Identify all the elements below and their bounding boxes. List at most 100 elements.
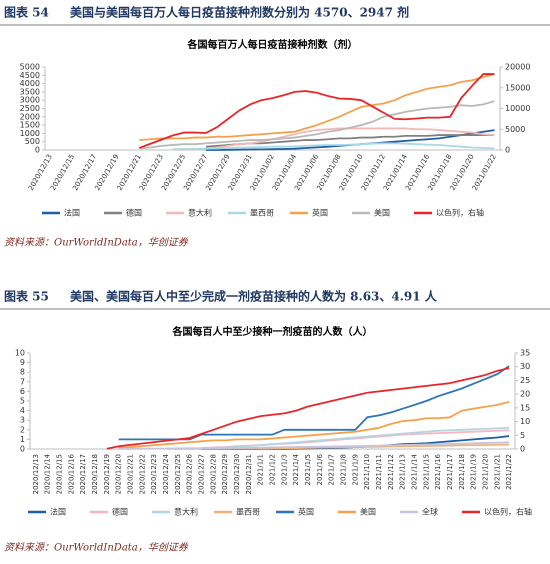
legend-label: 法国 xyxy=(50,507,66,517)
legend-label: 美国 xyxy=(360,507,376,517)
x-tick-label: 2021/1/18 xyxy=(458,454,466,490)
y-tick-label: 10 xyxy=(15,349,25,358)
y-tick-label: 0 xyxy=(35,146,40,155)
y2-tick-label: 20000 xyxy=(505,63,530,72)
series-line xyxy=(118,441,510,450)
legend-label: 英国 xyxy=(298,507,314,517)
y-tick-label: 4500 xyxy=(20,71,40,80)
figure-title: 美国与美国每百万人每日疫苗接种剂数分别为 4570、2947 剂 xyxy=(70,5,409,20)
y2-tick-label: 20 xyxy=(520,390,530,399)
x-tick-label: 2020/12/28 xyxy=(209,454,217,494)
x-tick-label: 2021/1/1 xyxy=(257,454,265,485)
x-tick-label: 2020/12/13 xyxy=(32,454,40,494)
y-tick-label: 0 xyxy=(20,445,25,454)
x-tick-label: 2021/1/20 xyxy=(481,454,489,490)
x-tick-label: 2020/12/26 xyxy=(186,453,194,494)
source-note: 资料来源：OurWorldInData，华创证券 xyxy=(4,542,189,554)
legend-label: 以色列，右轴 xyxy=(484,507,532,517)
x-tick-label: 2020/12/15 xyxy=(56,454,64,494)
y-tick-label: 2500 xyxy=(20,104,40,113)
x-tick-label: 2021/1/5 xyxy=(304,454,312,485)
y2-tick-label: 5000 xyxy=(505,125,525,134)
chart-title: 各国每百万人每日疫苗接种剂数（剂） xyxy=(187,38,358,51)
x-tick-label: 2021/1/17 xyxy=(446,454,454,490)
x-tick-label: 2021/1/6 xyxy=(316,453,324,485)
x-tick-label: 2021/1/8 xyxy=(339,454,347,485)
series-line xyxy=(172,142,495,151)
x-tick-label: 2021/1/2 xyxy=(269,454,277,485)
legend-label: 墨西哥 xyxy=(236,508,260,517)
chart-title: 各国每百人中至少接种一剂疫苗的人数（人） xyxy=(172,325,373,338)
x-tick-label: 2020/12/20 xyxy=(115,454,123,494)
y2-tick-label: 25 xyxy=(520,376,530,385)
legend-label: 英国 xyxy=(312,208,328,218)
y-tick-label: 3500 xyxy=(20,87,40,96)
x-tick-label: 2021/1/12 xyxy=(387,454,395,490)
y-tick-label: 1000 xyxy=(20,129,40,138)
x-tick-label: 2021/01/22 xyxy=(471,153,498,192)
x-tick-label: 2020/12/30 xyxy=(233,454,241,494)
x-tick-label: 2021/1/3 xyxy=(280,454,288,485)
figure-title: 美国、美国每百人中至少完成一剂疫苗接种的人数为 8.63、4.91 人 xyxy=(70,289,438,304)
x-tick-label: 2021/1/9 xyxy=(351,454,359,485)
y-tick-label: 5 xyxy=(20,397,25,406)
x-tick-label: 2020/12/19 xyxy=(103,454,111,494)
y-tick-label: 6 xyxy=(20,387,25,396)
y-tick-label: 7 xyxy=(20,377,25,386)
y-tick-label: 5000 xyxy=(20,63,40,72)
source-note: 资料来源：OurWorldInData，华创证券 xyxy=(4,237,189,249)
x-tick-label: 2020/12/22 xyxy=(138,454,146,494)
y2-tick-label: 30 xyxy=(520,362,530,371)
x-tick-label: 2021/1/11 xyxy=(375,454,383,490)
figure-label: 图表 55 xyxy=(4,289,49,304)
y-tick-label: 1500 xyxy=(20,121,40,130)
x-tick-label: 2021/1/16 xyxy=(434,453,442,489)
x-tick-label: 2020/12/27 xyxy=(198,454,206,494)
x-tick-label: 2020/12/24 xyxy=(162,453,170,494)
y2-tick-label: 35 xyxy=(520,349,530,358)
legend-label: 意大利 xyxy=(188,208,212,218)
y-tick-label: 3000 xyxy=(20,96,40,105)
y2-tick-label: 15 xyxy=(520,403,530,412)
y2-tick-label: 0 xyxy=(520,445,525,454)
legend-label: 德国 xyxy=(126,208,142,218)
y2-tick-label: 5 xyxy=(520,431,525,440)
y2-tick-label: 15000 xyxy=(505,83,530,92)
x-tick-label: 2020/12/17 xyxy=(79,454,87,494)
y-tick-label: 4 xyxy=(20,406,25,415)
series-line xyxy=(139,73,495,141)
x-tick-label: 2021/1/10 xyxy=(363,454,371,490)
legend-label: 全球 xyxy=(422,507,438,517)
series-line xyxy=(118,365,510,441)
series-line xyxy=(106,367,510,450)
x-tick-label: 2020/12/14 xyxy=(44,453,52,494)
figure-label: 图表 54 xyxy=(4,5,49,20)
y-tick-label: 8 xyxy=(20,368,25,377)
legend-label: 德国 xyxy=(112,507,128,517)
y2-tick-label: 0 xyxy=(505,146,510,155)
x-tick-label: 2021/1/13 xyxy=(399,454,407,490)
x-tick-label: 2021/1/22 xyxy=(505,454,513,490)
x-tick-label: 2020/12/25 xyxy=(174,454,182,494)
y2-tick-label: 10 xyxy=(520,417,530,426)
series-line xyxy=(118,400,510,449)
y-tick-label: 1 xyxy=(20,435,25,444)
x-tick-label: 2020/12/23 xyxy=(150,454,158,494)
legend-label: 美国 xyxy=(374,208,390,218)
x-tick-label: 2021/1/14 xyxy=(410,453,418,489)
y-tick-label: 2 xyxy=(20,425,25,434)
x-tick-label: 2020/12/18 xyxy=(91,454,99,494)
legend-label: 意大利 xyxy=(174,507,198,517)
y-tick-label: 3 xyxy=(20,416,25,425)
y-tick-label: 9 xyxy=(20,358,25,367)
y-tick-label: 500 xyxy=(25,137,40,146)
series-line xyxy=(139,100,495,150)
y2-tick-label: 10000 xyxy=(505,104,530,113)
x-tick-label: 2021/1/7 xyxy=(328,454,336,485)
x-tick-label: 2021/1/15 xyxy=(422,454,430,490)
series-line xyxy=(201,426,510,450)
x-tick-label: 2020/12/29 xyxy=(221,454,229,494)
x-tick-label: 2021/1/4 xyxy=(292,453,300,485)
